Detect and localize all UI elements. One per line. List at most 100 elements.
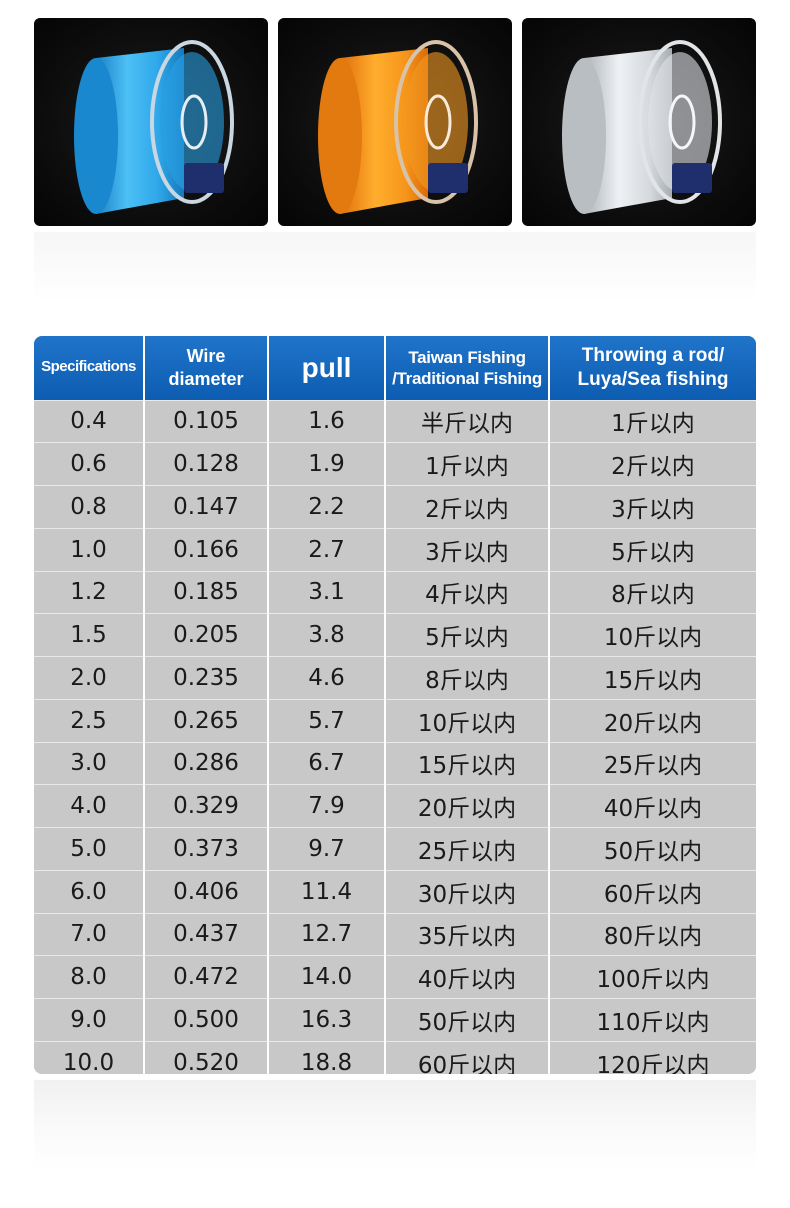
table-row: 9.0 0.500 16.3 50斤以内 110斤以内 bbox=[34, 998, 756, 1042]
header-taiwan-line1: Taiwan Fishing bbox=[408, 347, 526, 367]
table-row: 0.6 0.128 1.9 1斤以内 2斤以内 bbox=[34, 442, 756, 486]
spec-table-body: 0.4 0.105 1.6 半斤以内 1斤以内 0.6 0.128 1.9 1斤以内 2斤以内 0.… bbox=[34, 399, 756, 1074]
cell-throwing-rod: 10斤以内 bbox=[549, 613, 756, 657]
cell-pull: 5.7 bbox=[268, 698, 386, 742]
header-throwing-rod: Throwing a rod/ Luya/Sea fishing bbox=[549, 336, 756, 400]
cell-spec: 1.2 bbox=[34, 570, 145, 614]
cell-pull: 1.9 bbox=[268, 442, 386, 486]
cell-wire-diameter: 0.500 bbox=[144, 998, 269, 1042]
table-row: 1.5 0.205 3.8 5斤以内 10斤以内 bbox=[34, 613, 756, 657]
cell-pull: 7.9 bbox=[268, 784, 386, 828]
cell-spec: 2.5 bbox=[34, 698, 145, 742]
cell-spec: 1.0 bbox=[34, 527, 145, 571]
cell-throwing-rod: 50斤以内 bbox=[549, 827, 756, 871]
cell-wire-diameter: 0.520 bbox=[144, 1040, 269, 1074]
cell-spec: 0.4 bbox=[34, 399, 145, 443]
cell-wire-diameter: 0.147 bbox=[144, 485, 269, 529]
image-reflection bbox=[34, 232, 756, 302]
clear-spool-image bbox=[522, 18, 756, 226]
cell-taiwan-fishing: 35斤以内 bbox=[385, 912, 550, 956]
cell-throwing-rod: 20斤以内 bbox=[549, 698, 756, 742]
cell-throwing-rod: 25斤以内 bbox=[549, 741, 756, 785]
header-spec-label: Specifications bbox=[41, 358, 136, 376]
cell-wire-diameter: 0.235 bbox=[144, 656, 269, 700]
cell-wire-diameter: 0.128 bbox=[144, 442, 269, 486]
cell-spec: 5.0 bbox=[34, 827, 145, 871]
table-row: 3.0 0.286 6.7 15斤以内 25斤以内 bbox=[34, 741, 756, 785]
cell-throwing-rod: 60斤以内 bbox=[549, 869, 756, 913]
table-row: 0.8 0.147 2.2 2斤以内 3斤以内 bbox=[34, 485, 756, 529]
header-throw-line2: Luya/Sea fishing bbox=[577, 368, 729, 390]
header-taiwan-fishing: Taiwan Fishing /Traditional Fishing bbox=[385, 336, 550, 400]
table-row: 1.0 0.166 2.7 3斤以内 5斤以内 bbox=[34, 527, 756, 571]
cell-taiwan-fishing: 半斤以内 bbox=[385, 399, 550, 443]
table-row: 2.5 0.265 5.7 10斤以内 20斤以内 bbox=[34, 698, 756, 742]
cell-wire-diameter: 0.373 bbox=[144, 827, 269, 871]
cell-spec: 10.0 bbox=[34, 1040, 145, 1074]
cell-spec: 3.0 bbox=[34, 741, 145, 785]
spec-table: Specifications Wire diameter pull Taiwan… bbox=[34, 336, 756, 1074]
cell-wire-diameter: 0.205 bbox=[144, 613, 269, 657]
cell-pull: 16.3 bbox=[268, 998, 386, 1042]
cell-taiwan-fishing: 1斤以内 bbox=[385, 442, 550, 486]
header-wire-line2: diameter bbox=[168, 368, 244, 389]
cell-pull: 4.6 bbox=[268, 656, 386, 700]
cell-pull: 14.0 bbox=[268, 955, 386, 999]
header-taiwan-line2: /Traditional Fishing bbox=[392, 368, 542, 388]
header-pull-label: pull bbox=[301, 352, 352, 384]
header-specifications: Specifications bbox=[34, 336, 145, 400]
cell-taiwan-fishing: 60斤以内 bbox=[385, 1040, 550, 1074]
cell-pull: 12.7 bbox=[268, 912, 386, 956]
cell-throwing-rod: 120斤以内 bbox=[549, 1040, 756, 1074]
cell-wire-diameter: 0.329 bbox=[144, 784, 269, 828]
cell-wire-diameter: 0.286 bbox=[144, 741, 269, 785]
cell-taiwan-fishing: 8斤以内 bbox=[385, 656, 550, 700]
cell-throwing-rod: 1斤以内 bbox=[549, 399, 756, 443]
table-row: 8.0 0.472 14.0 40斤以内 100斤以内 bbox=[34, 955, 756, 999]
cell-throwing-rod: 80斤以内 bbox=[549, 912, 756, 956]
cell-spec: 8.0 bbox=[34, 955, 145, 999]
table-row: 10.0 0.520 18.8 60斤以内 120斤以内 bbox=[34, 1040, 756, 1074]
table-row: 0.4 0.105 1.6 半斤以内 1斤以内 bbox=[34, 399, 756, 443]
cell-spec: 6.0 bbox=[34, 869, 145, 913]
table-row: 2.0 0.235 4.6 8斤以内 15斤以内 bbox=[34, 656, 756, 700]
cell-pull: 2.2 bbox=[268, 485, 386, 529]
cell-throwing-rod: 3斤以内 bbox=[549, 485, 756, 529]
cell-wire-diameter: 0.265 bbox=[144, 698, 269, 742]
cell-spec: 2.0 bbox=[34, 656, 145, 700]
cell-pull: 1.6 bbox=[268, 399, 386, 443]
cell-wire-diameter: 0.472 bbox=[144, 955, 269, 999]
cell-wire-diameter: 0.406 bbox=[144, 869, 269, 913]
orange-spool-icon bbox=[318, 40, 478, 214]
spec-table-container: Specifications Wire diameter pull Taiwan… bbox=[34, 336, 756, 1074]
table-row: 5.0 0.373 9.7 25斤以内 50斤以内 bbox=[34, 827, 756, 871]
cell-spec: 0.8 bbox=[34, 485, 145, 529]
header-throw-line1: Throwing a rod/ bbox=[581, 345, 725, 366]
cell-pull: 11.4 bbox=[268, 869, 386, 913]
cell-throwing-rod: 15斤以内 bbox=[549, 656, 756, 700]
cell-throwing-rod: 40斤以内 bbox=[549, 784, 756, 828]
cell-throwing-rod: 110斤以内 bbox=[549, 998, 756, 1042]
header-wire-line1: Wire bbox=[186, 346, 226, 367]
table-row: 7.0 0.437 12.7 35斤以内 80斤以内 bbox=[34, 912, 756, 956]
header-row: Specifications Wire diameter pull Taiwan… bbox=[34, 336, 756, 400]
cell-pull: 2.7 bbox=[268, 527, 386, 571]
cell-taiwan-fishing: 5斤以内 bbox=[385, 613, 550, 657]
blue-spool-icon bbox=[74, 40, 234, 214]
clear-spool-icon bbox=[562, 40, 722, 214]
blue-spool-image bbox=[34, 18, 268, 226]
table-reflection bbox=[34, 1080, 756, 1170]
cell-taiwan-fishing: 2斤以内 bbox=[385, 485, 550, 529]
cell-throwing-rod: 5斤以内 bbox=[549, 527, 756, 571]
cell-wire-diameter: 0.437 bbox=[144, 912, 269, 956]
cell-spec: 4.0 bbox=[34, 784, 145, 828]
spec-table-header: Specifications Wire diameter pull Taiwan… bbox=[34, 336, 756, 400]
cell-pull: 9.7 bbox=[268, 827, 386, 871]
cell-pull: 6.7 bbox=[268, 741, 386, 785]
orange-spool-image bbox=[278, 18, 512, 226]
cell-taiwan-fishing: 3斤以内 bbox=[385, 527, 550, 571]
cell-taiwan-fishing: 10斤以内 bbox=[385, 698, 550, 742]
cell-taiwan-fishing: 40斤以内 bbox=[385, 955, 550, 999]
cell-throwing-rod: 8斤以内 bbox=[549, 570, 756, 614]
cell-taiwan-fishing: 4斤以内 bbox=[385, 570, 550, 614]
